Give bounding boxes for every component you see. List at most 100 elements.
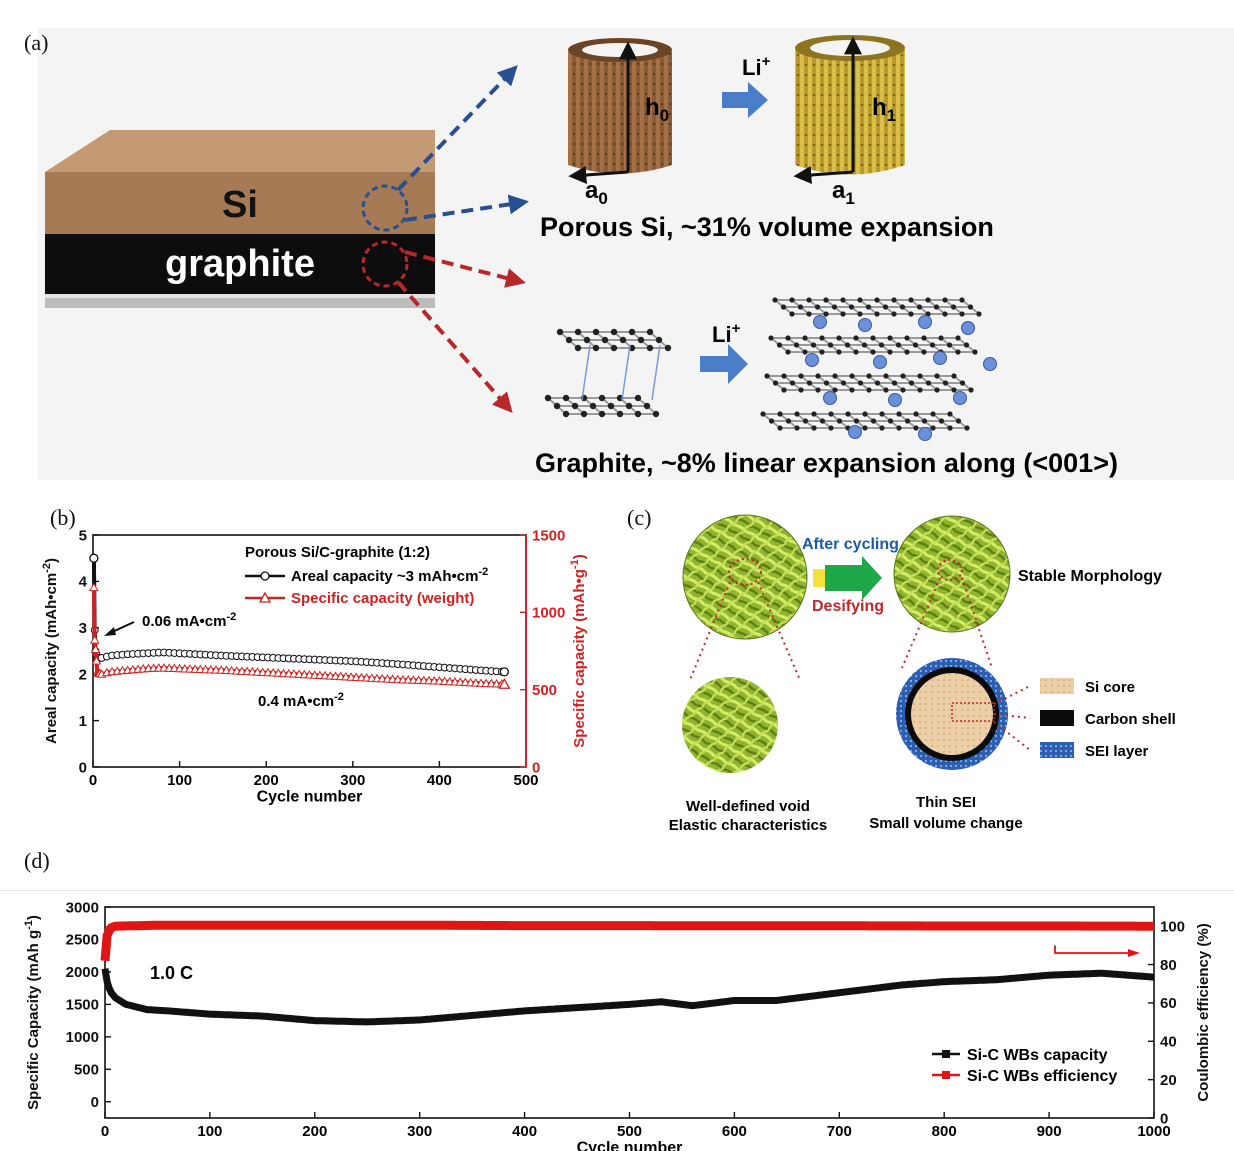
red-arrow-right	[404, 250, 526, 288]
y-left-tick-label: 5	[79, 527, 87, 544]
x-tick-label: 100	[197, 1123, 222, 1140]
legend-title: Porous Si/C-graphite (1:2)	[245, 544, 430, 561]
x-tick-label: 400	[427, 772, 452, 789]
yarn-ball-before	[682, 514, 808, 640]
electrode-stack	[45, 130, 435, 308]
si-zoom-circle	[361, 184, 409, 232]
y-left-tick-label: 2	[79, 666, 87, 683]
caption-right-1: Thin SEI	[916, 794, 976, 811]
intercalated-sheet	[768, 335, 978, 355]
y-left-tick-label: 500	[74, 1062, 99, 1079]
red-arrow-down	[396, 280, 513, 414]
li-ion	[918, 427, 932, 441]
graphite-layer	[45, 234, 435, 294]
yarn-zoom	[682, 677, 778, 773]
si-layer-label: Si	[222, 184, 258, 226]
y-right-tick-label: 1500	[532, 527, 565, 544]
x-tick-label: 200	[302, 1123, 327, 1140]
graphite-lattice-before	[544, 328, 672, 418]
li-ion	[933, 351, 947, 365]
yarn-ball-after	[893, 515, 1011, 633]
li-arrow-bottom	[700, 344, 748, 384]
y-right-tick-label: 1000	[532, 605, 565, 622]
x-tick-label: 700	[827, 1123, 852, 1140]
carbon-shell-swatch	[1040, 710, 1074, 726]
x-tick-label: 800	[932, 1123, 957, 1140]
y-left-tick-label: 1500	[66, 997, 99, 1014]
data-point	[90, 644, 101, 653]
x-tick-label: 1000	[1137, 1123, 1170, 1140]
panel-c-label: (c)	[627, 505, 652, 530]
li-ion	[888, 393, 902, 407]
li-ion	[873, 355, 887, 369]
y-right-tick-label: 60	[1160, 995, 1177, 1012]
x-tick-label: 400	[512, 1123, 537, 1140]
series-specific-capacity	[89, 582, 511, 689]
x-tick-label: 600	[722, 1123, 747, 1140]
capacity-line	[101, 968, 1155, 1026]
series-capacity	[101, 968, 1155, 1026]
si-top-face	[45, 130, 435, 172]
y-left-tick-label: 4	[79, 574, 88, 591]
intercalated-sheet	[764, 373, 974, 393]
desifying-text: Desifying	[812, 598, 884, 615]
a1-label: a1	[832, 177, 855, 208]
data-point	[89, 582, 99, 592]
y-left-tick-label: 1000	[66, 1029, 99, 1046]
x-tick-label: 200	[254, 772, 279, 789]
y-left-tick-label: 3	[79, 620, 87, 637]
legend-capacity: Si-C WBs capacity	[967, 1047, 1108, 1064]
sei-layer-label: SEI layer	[1085, 743, 1149, 760]
y-left-tick-label: 3000	[66, 899, 99, 916]
y-right-tick-label: 80	[1160, 957, 1177, 974]
panel-a-label: (a)	[24, 30, 49, 55]
x-tick-label: 300	[340, 772, 365, 789]
panel-d-chart: 0 100 200 300 400 500 600 700 800 900 100005001000…	[23, 899, 1212, 1151]
x-tick-label: 500	[617, 1123, 642, 1140]
porous-si-caption: Porous Si, ~31% volume expansion	[540, 212, 994, 242]
li-label-bottom: Li+	[712, 320, 741, 347]
graphite-lattice-intercalated	[760, 297, 997, 441]
efficiency-line	[100, 920, 1154, 962]
h1-label: h1	[872, 94, 896, 125]
after-cycling-arrow	[813, 556, 882, 600]
x-axis-label: Cycle number	[257, 789, 363, 806]
li-ion	[805, 353, 819, 367]
legend-areal: Areal capacity ~3 mAh•cm-2	[291, 566, 488, 585]
caption-right-2: Small volume change	[869, 815, 1022, 832]
sei-layer-swatch	[1040, 742, 1074, 758]
legend-specific: Specific capacity (weight)	[291, 590, 474, 607]
h0-label: h0	[645, 94, 669, 125]
y-right-tick-label: 40	[1160, 1034, 1177, 1051]
intercalated-sheet	[772, 297, 982, 317]
annotation-high-rate: 0.4 mA•cm-2	[258, 691, 344, 710]
graphite-layer-label: graphite	[165, 243, 315, 285]
graphite-caption: Graphite, ~8% linear expansion along (<0…	[535, 448, 1118, 478]
first-point	[89, 553, 99, 563]
si-core-label: Si core	[1085, 679, 1135, 696]
cross-section	[896, 658, 1008, 770]
y-left-axis-label: Specific Capacity (mAh g-1)	[23, 915, 42, 1110]
y-right-tick-label: 20	[1160, 1072, 1177, 1089]
panel-a-schematic: Si graphite h0 a0 Li+ h1 a1 Porous Si, ~…	[45, 35, 1118, 478]
x-tick-label: 0	[101, 1123, 109, 1140]
x-tick-label: 500	[513, 772, 538, 789]
annotation-low-rate: 0.06 mA•cm-2	[142, 611, 236, 630]
lattice-bottom-sheet	[544, 394, 660, 418]
panel-b-label: (b)	[50, 505, 76, 530]
stable-morphology-text: Stable Morphology	[1018, 568, 1162, 585]
y-left-tick-label: 2500	[66, 932, 99, 949]
blue-arrow-up	[396, 65, 518, 192]
blue-arrow-right	[404, 194, 529, 222]
panel-c-schematic: After cycling Desifying Stable Morpholog…	[669, 514, 1176, 834]
y-right-tick-label: 500	[532, 682, 557, 699]
y-right-axis-label: Coulombic efficiency (%)	[1195, 923, 1212, 1101]
li-arrow-top	[722, 82, 768, 118]
rate-label: 1.0 C	[150, 963, 193, 983]
caption-left-1: Well-defined void	[686, 798, 810, 815]
right-axis-arrow	[1054, 945, 1130, 954]
panel-d-divider	[0, 890, 1234, 891]
li-label-top: Li+	[742, 53, 771, 80]
panel-d-label: (d)	[24, 848, 50, 873]
x-tick-label: 300	[407, 1123, 432, 1140]
